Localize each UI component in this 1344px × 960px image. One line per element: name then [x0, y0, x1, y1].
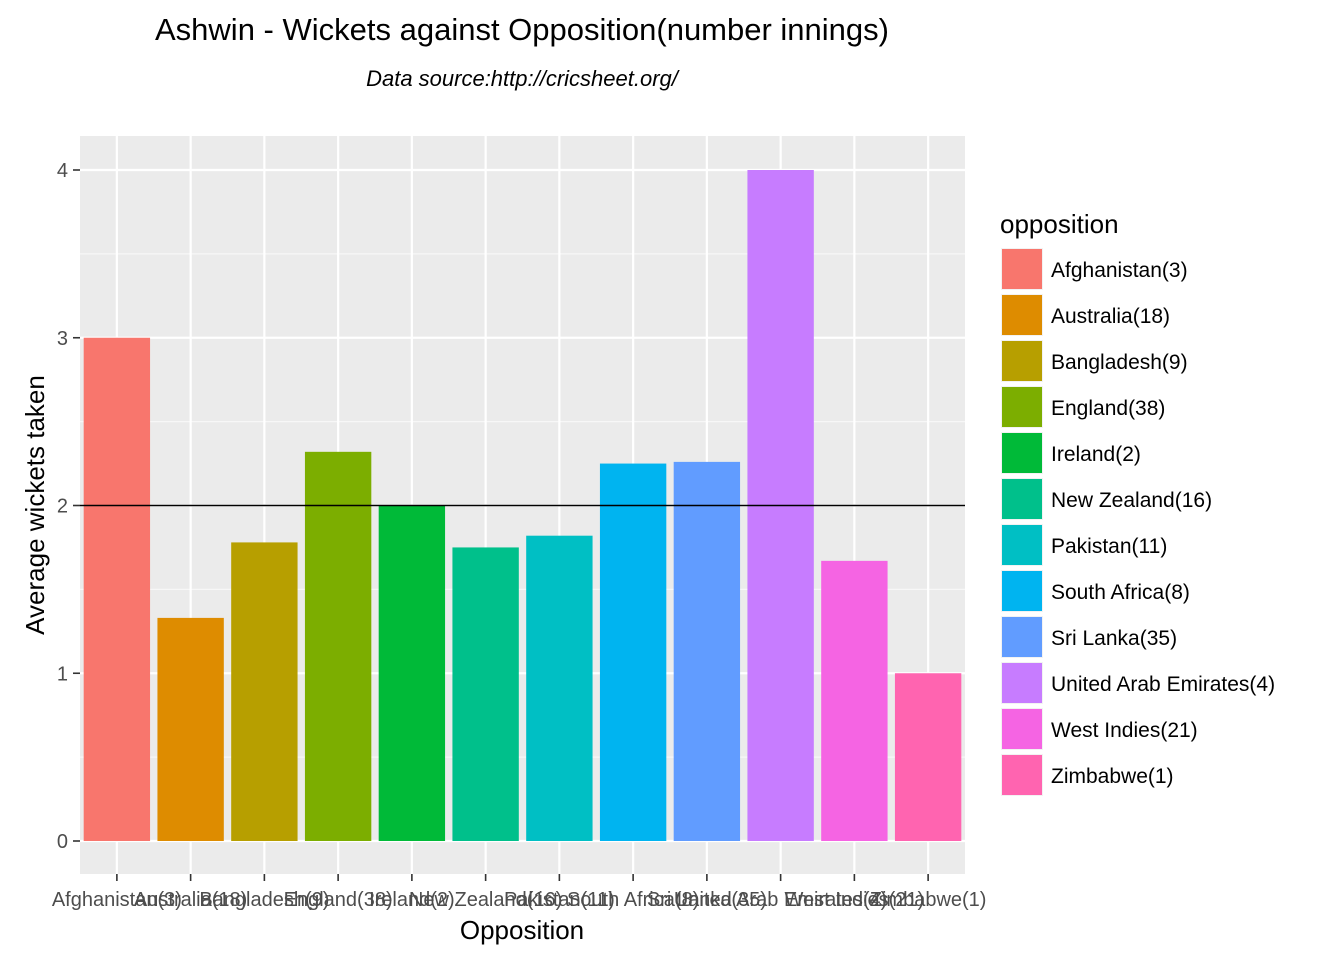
legend-swatch [1002, 525, 1042, 565]
legend-swatch [1002, 387, 1042, 427]
y-tick-label: 1 [57, 663, 68, 685]
legend-label: New Zealand(16) [1051, 489, 1212, 512]
y-tick-label: 3 [57, 328, 68, 350]
legend-label: Sri Lanka(35) [1051, 627, 1177, 650]
legend-swatch [1002, 571, 1042, 611]
x-tick-label: Sri Lanka(35) [647, 889, 767, 911]
legend-swatch [1002, 295, 1042, 335]
bar [599, 463, 667, 841]
legend-title: opposition [1000, 209, 1119, 239]
bar [231, 542, 298, 841]
y-tick-label: 2 [57, 496, 68, 518]
y-tick-label: 0 [57, 831, 68, 853]
legend-swatch [1002, 433, 1042, 473]
bar [83, 337, 151, 841]
legend-swatch [1002, 617, 1042, 657]
x-tick-label: Pakistan(11) [504, 889, 615, 911]
legend-label: England(38) [1051, 397, 1165, 420]
legend: opposition Afghanistan(3) Australia(18) Ba… [1000, 209, 1275, 796]
chart-subtitle: Data source:http://cricsheet.org/ [366, 66, 680, 91]
y-tick-label: 4 [57, 160, 68, 182]
x-tick-label: Australia(18) [134, 889, 247, 911]
bar [894, 673, 962, 841]
legend-label: Australia(18) [1051, 305, 1170, 328]
x-tick-label: United Arab Emirates(4) [674, 889, 887, 911]
legend-label: United Arab Emirates(4) [1051, 673, 1275, 696]
x-tick-label: Bangladesh(9) [199, 889, 329, 911]
x-tick-label: Afghanistan(3) [52, 889, 182, 911]
bar [673, 461, 741, 841]
legend-swatch [1002, 663, 1042, 703]
legend-swatch [1002, 249, 1042, 289]
legend-swatch [1002, 341, 1042, 381]
x-tick-label: South Africa(8) [567, 889, 699, 911]
y-axis: 0 1 2 3 4 [57, 160, 80, 853]
bar [526, 535, 593, 841]
legend-label: Bangladesh(9) [1051, 351, 1188, 374]
x-tick-label: Zimbabwe(1) [870, 889, 987, 911]
legend-swatch [1002, 479, 1042, 519]
bar [378, 505, 446, 841]
legend-swatch [1002, 709, 1042, 749]
legend-label: Ireland(2) [1051, 443, 1141, 466]
x-axis: Afghanistan(3)Australia(18)Bangladesh(9)… [52, 874, 987, 911]
legend-label: South Africa(8) [1051, 581, 1190, 604]
y-axis-label: Average wickets taken [20, 375, 50, 635]
x-tick-label: West Indies(21) [785, 889, 925, 911]
legend-label: Pakistan(11) [1051, 535, 1167, 558]
x-tick-label: Ireland(2) [369, 889, 455, 911]
x-tick-label: New Zealand(16) [409, 889, 562, 911]
bar [821, 560, 888, 841]
bars [83, 170, 962, 841]
legend-label: Zimbabwe(1) [1051, 765, 1174, 788]
legend-swatch [1002, 755, 1042, 795]
x-tick-label: England(38) [284, 889, 393, 911]
bar [157, 617, 224, 841]
chart-title: Ashwin - Wickets against Opposition(numb… [155, 12, 889, 47]
x-axis-label: Opposition [460, 915, 584, 945]
bar [304, 451, 372, 841]
legend-label: West Indies(21) [1051, 719, 1198, 742]
bar [452, 547, 519, 841]
legend-label: Afghanistan(3) [1051, 259, 1188, 282]
